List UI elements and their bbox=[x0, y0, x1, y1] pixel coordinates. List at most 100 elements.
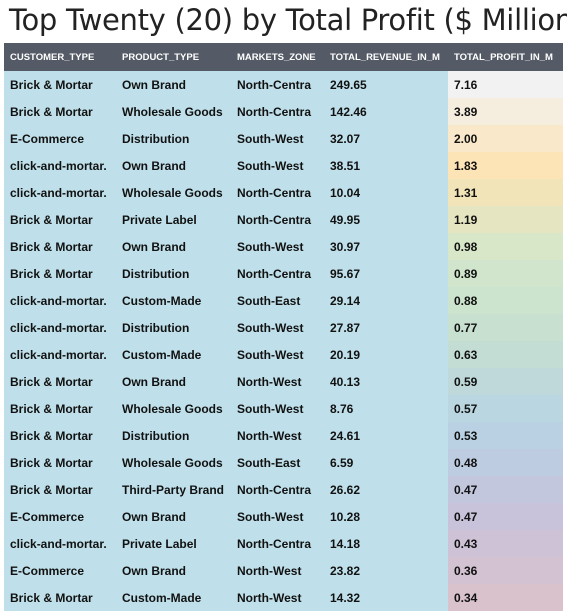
table-row: Brick & Mortar Own Brand North-West 40.13 0.… bbox=[4, 368, 563, 395]
total-profit-cell: 0.34 bbox=[448, 584, 563, 611]
column-header-markets-zone[interactable]: MARKETS_ZONE bbox=[231, 43, 324, 71]
customer-type-cell: click-and-mortar. bbox=[4, 179, 116, 206]
product-type-cell: Custom-Made bbox=[116, 341, 231, 368]
product-type-cell: Third-Party Brand bbox=[116, 476, 231, 503]
product-type-cell: Wholesale Goods bbox=[116, 395, 231, 422]
total-revenue-cell: 10.28 bbox=[324, 503, 448, 530]
markets-zone-cell: North-Centra bbox=[231, 71, 324, 98]
markets-zone-cell: South-West bbox=[231, 395, 324, 422]
table-row: E-Commerce Own Brand North-West 23.82 0.36 bbox=[4, 557, 563, 584]
total-revenue-cell: 8.76 bbox=[324, 395, 448, 422]
total-profit-cell: 0.59 bbox=[448, 368, 563, 395]
markets-zone-cell: North-Centra bbox=[231, 206, 324, 233]
total-revenue-cell: 40.13 bbox=[324, 368, 448, 395]
product-type-cell: Own Brand bbox=[116, 71, 231, 98]
table-row: click-and-mortar. Own Brand South-West 38.5… bbox=[4, 152, 563, 179]
customer-type-cell: Brick & Mortar bbox=[4, 368, 116, 395]
total-profit-cell: 1.19 bbox=[448, 206, 563, 233]
total-revenue-cell: 14.18 bbox=[324, 530, 448, 557]
column-header-total-profit[interactable]: TOTAL_PROFIT_IN_M bbox=[448, 43, 563, 71]
total-revenue-cell: 30.97 bbox=[324, 233, 448, 260]
customer-type-cell: click-and-mortar. bbox=[4, 341, 116, 368]
total-profit-cell: 0.47 bbox=[448, 476, 563, 503]
customer-type-cell: E-Commerce bbox=[4, 125, 116, 152]
total-revenue-cell: 10.04 bbox=[324, 179, 448, 206]
total-profit-cell: 0.57 bbox=[448, 395, 563, 422]
product-type-cell: Private Label bbox=[116, 206, 231, 233]
total-profit-cell: 0.98 bbox=[448, 233, 563, 260]
customer-type-cell: click-and-mortar. bbox=[4, 287, 116, 314]
product-type-cell: Wholesale Goods bbox=[116, 179, 231, 206]
markets-zone-cell: North-West bbox=[231, 422, 324, 449]
column-header-total-revenue[interactable]: TOTAL_REVENUE_IN_M bbox=[324, 43, 448, 71]
total-revenue-cell: 38.51 bbox=[324, 152, 448, 179]
markets-zone-cell: South-West bbox=[231, 125, 324, 152]
markets-zone-cell: North-Centra bbox=[231, 98, 324, 125]
customer-type-cell: Brick & Mortar bbox=[4, 98, 116, 125]
total-profit-cell: 0.89 bbox=[448, 260, 563, 287]
product-type-cell: Own Brand bbox=[116, 503, 231, 530]
total-revenue-cell: 14.32 bbox=[324, 584, 448, 611]
markets-zone-cell: South-West bbox=[231, 503, 324, 530]
table-row: Brick & Mortar Distribution North-West 24.6… bbox=[4, 422, 563, 449]
customer-type-cell: Brick & Mortar bbox=[4, 476, 116, 503]
customer-type-cell: Brick & Mortar bbox=[4, 71, 116, 98]
total-profit-cell: 0.77 bbox=[448, 314, 563, 341]
total-revenue-cell: 142.46 bbox=[324, 98, 448, 125]
markets-zone-cell: South-West bbox=[231, 152, 324, 179]
total-profit-cell: 1.31 bbox=[448, 179, 563, 206]
total-revenue-cell: 23.82 bbox=[324, 557, 448, 584]
total-profit-cell: 2.00 bbox=[448, 125, 563, 152]
customer-type-cell: Brick & Mortar bbox=[4, 233, 116, 260]
markets-zone-cell: South-East bbox=[231, 287, 324, 314]
markets-zone-cell: North-Centra bbox=[231, 260, 324, 287]
table-row: Brick & Mortar Private Label North-Centra 4… bbox=[4, 206, 563, 233]
column-header-customer-type[interactable]: CUSTOMER_TYPE bbox=[4, 43, 116, 71]
customer-type-cell: click-and-mortar. bbox=[4, 152, 116, 179]
customer-type-cell: Brick & Mortar bbox=[4, 449, 116, 476]
total-revenue-cell: 49.95 bbox=[324, 206, 448, 233]
total-revenue-cell: 20.19 bbox=[324, 341, 448, 368]
customer-type-cell: E-Commerce bbox=[4, 503, 116, 530]
table-row: Brick & Mortar Third-Party Brand North-Cen… bbox=[4, 476, 563, 503]
markets-zone-cell: North-Centra bbox=[231, 530, 324, 557]
table-row: Brick & Mortar Wholesale Goods South-West 8… bbox=[4, 395, 563, 422]
product-type-cell: Custom-Made bbox=[116, 584, 231, 611]
markets-zone-cell: North-Centra bbox=[231, 476, 324, 503]
markets-zone-cell: South-West bbox=[231, 314, 324, 341]
total-profit-cell: 0.43 bbox=[448, 530, 563, 557]
table-row: E-Commerce Distribution South-West 32.07 2.0… bbox=[4, 125, 563, 152]
total-profit-cell: 0.47 bbox=[448, 503, 563, 530]
total-revenue-cell: 249.65 bbox=[324, 71, 448, 98]
table-row: Brick & Mortar Distribution North-Centra 95… bbox=[4, 260, 563, 287]
product-type-cell: Custom-Made bbox=[116, 287, 231, 314]
product-type-cell: Distribution bbox=[116, 422, 231, 449]
markets-zone-cell: South-West bbox=[231, 233, 324, 260]
total-profit-cell: 0.36 bbox=[448, 557, 563, 584]
table-row: Brick & Mortar Wholesale Goods North-Centr… bbox=[4, 98, 563, 125]
table-row: E-Commerce Own Brand South-West 10.28 0.47 bbox=[4, 503, 563, 530]
profit-table: CUSTOMER_TYPE PRODUCT_TYPE MARKETS_ZONE … bbox=[4, 43, 563, 611]
product-type-cell: Wholesale Goods bbox=[116, 98, 231, 125]
customer-type-cell: Brick & Mortar bbox=[4, 395, 116, 422]
table-row: click-and-mortar. Distribution South-West 2… bbox=[4, 314, 563, 341]
customer-type-cell: click-and-mortar. bbox=[4, 314, 116, 341]
table-row: click-and-mortar. Private Label North-Cent… bbox=[4, 530, 563, 557]
table-row: Brick & Mortar Wholesale Goods South-East 6… bbox=[4, 449, 563, 476]
product-type-cell: Distribution bbox=[116, 314, 231, 341]
total-revenue-cell: 95.67 bbox=[324, 260, 448, 287]
total-profit-cell: 3.89 bbox=[448, 98, 563, 125]
total-revenue-cell: 27.87 bbox=[324, 314, 448, 341]
table-row: Brick & Mortar Custom-Made North-West 14.32… bbox=[4, 584, 563, 611]
column-header-product-type[interactable]: PRODUCT_TYPE bbox=[116, 43, 231, 71]
table-row: Brick & Mortar Own Brand North-Centra 249.6… bbox=[4, 71, 563, 98]
chart-title: Top Twenty (20) by Total Profit ($ Milli… bbox=[9, 3, 567, 37]
total-profit-cell: 7.16 bbox=[448, 71, 563, 98]
total-revenue-cell: 24.61 bbox=[324, 422, 448, 449]
customer-type-cell: Brick & Mortar bbox=[4, 584, 116, 611]
total-profit-cell: 0.53 bbox=[448, 422, 563, 449]
profit-table-container: CUSTOMER_TYPE PRODUCT_TYPE MARKETS_ZONE … bbox=[4, 43, 563, 611]
product-type-cell: Distribution bbox=[116, 260, 231, 287]
markets-zone-cell: North-West bbox=[231, 584, 324, 611]
total-revenue-cell: 32.07 bbox=[324, 125, 448, 152]
